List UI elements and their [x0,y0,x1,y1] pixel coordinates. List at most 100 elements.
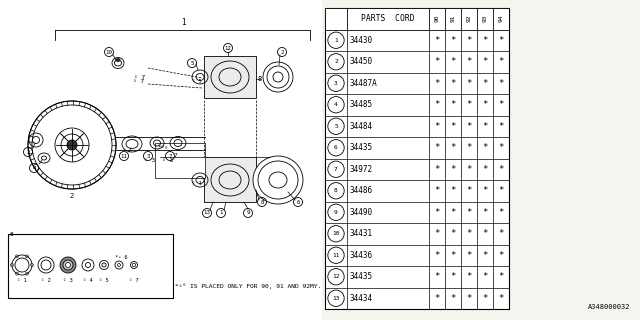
Text: *: * [499,79,504,88]
Text: 34486: 34486 [350,186,373,195]
Text: 8: 8 [260,199,264,204]
Text: 4: 4 [334,102,338,107]
Text: *◦₆: *◦₆ [157,145,168,150]
Text: *: * [483,100,488,109]
Text: *: * [451,186,456,195]
Text: 34434: 34434 [350,294,373,303]
Text: *: * [451,208,456,217]
Text: *: * [451,165,456,174]
Ellipse shape [263,62,293,92]
Text: ◦ 7: ◦ 7 [133,79,145,84]
Text: ◦ 3: ◦ 3 [145,158,156,163]
Text: *: * [467,208,472,217]
Text: *: * [451,100,456,109]
Text: *: * [483,294,488,303]
Text: *: * [499,100,504,109]
Text: ◦ 5: ◦ 5 [99,278,109,283]
Text: *: * [467,100,472,109]
Text: *: * [467,165,472,174]
Bar [8,234,173,298]
Text: *: * [451,36,456,45]
Text: *: * [467,272,472,281]
Text: 3: 3 [334,81,338,86]
Text: *: * [451,294,456,303]
Text: 34487A: 34487A [350,79,378,88]
Text: 3: 3 [147,154,150,158]
Text: 93: 93 [483,14,488,22]
Text: 11: 11 [120,154,127,158]
Text: *: * [483,79,488,88]
Text: 7: 7 [174,153,178,158]
Text: 2: 2 [280,50,284,54]
Bar [204,157,256,202]
Text: 13: 13 [332,296,340,301]
Text: ◦ 7: ◦ 7 [129,278,139,283]
Text: 4: 4 [32,165,36,171]
Text: 9: 9 [334,210,338,215]
Text: ◦ 3: ◦ 3 [63,278,73,283]
Text: 34450: 34450 [350,57,373,66]
Text: 12: 12 [225,45,232,51]
Text: 34435: 34435 [350,272,373,281]
Text: 1: 1 [334,38,338,43]
Text: PARTS  CORD: PARTS CORD [361,14,415,23]
Ellipse shape [65,262,70,268]
Ellipse shape [116,59,120,61]
Text: *: * [435,143,440,152]
Text: *: * [451,79,456,88]
Text: *: * [435,294,440,303]
Text: 6: 6 [334,145,338,150]
Text: 11: 11 [332,253,340,258]
Text: 12: 12 [332,274,340,279]
Text: 8: 8 [334,188,338,193]
Text: 3: 3 [26,149,29,155]
Text: ◦ 3: ◦ 3 [163,158,173,163]
Text: 34484: 34484 [350,122,373,131]
Text: *: * [483,208,488,217]
Text: *: * [499,294,504,303]
Text: ◦ 7: ◦ 7 [134,75,146,79]
Ellipse shape [67,140,77,150]
Text: *: * [435,100,440,109]
Text: 90: 90 [435,14,440,22]
Text: *: * [435,79,440,88]
Bar [0,0,322,320]
Text: ◦ 1: ◦ 1 [17,278,27,283]
Text: *: * [499,165,504,174]
Text: 34972: 34972 [350,165,373,174]
Text: *: * [467,186,472,195]
Text: *: * [483,36,488,45]
Text: *: * [467,79,472,88]
Text: *: * [499,36,504,45]
Text: 34490: 34490 [350,208,373,217]
Text: *: * [435,165,440,174]
Text: *: * [499,122,504,131]
Text: *: * [451,57,456,66]
Text: *: * [483,186,488,195]
Text: 7: 7 [168,154,172,158]
Bar [325,8,509,309]
Text: *: * [451,143,456,152]
Text: *: * [483,229,488,238]
Text: *: * [467,143,472,152]
Ellipse shape [63,260,73,270]
Text: 8: 8 [258,76,262,82]
Text: *: * [451,251,456,260]
Text: *: * [499,251,504,260]
Text: *◦ 6: *◦ 6 [115,255,127,260]
Text: 9: 9 [246,211,250,215]
Text: 1: 1 [180,18,186,27]
Text: 6: 6 [296,199,300,204]
Text: *: * [435,186,440,195]
Text: 91: 91 [451,14,456,22]
Text: *: * [499,272,504,281]
Text: *: * [435,36,440,45]
Text: 1: 1 [220,211,223,215]
Text: ◦ 5: ◦ 5 [192,79,202,84]
Text: 94: 94 [499,14,504,22]
Text: *: * [499,186,504,195]
Text: 34436: 34436 [350,251,373,260]
Text: 34430: 34430 [350,36,373,45]
Bar [155,143,205,178]
Text: *: * [451,229,456,238]
